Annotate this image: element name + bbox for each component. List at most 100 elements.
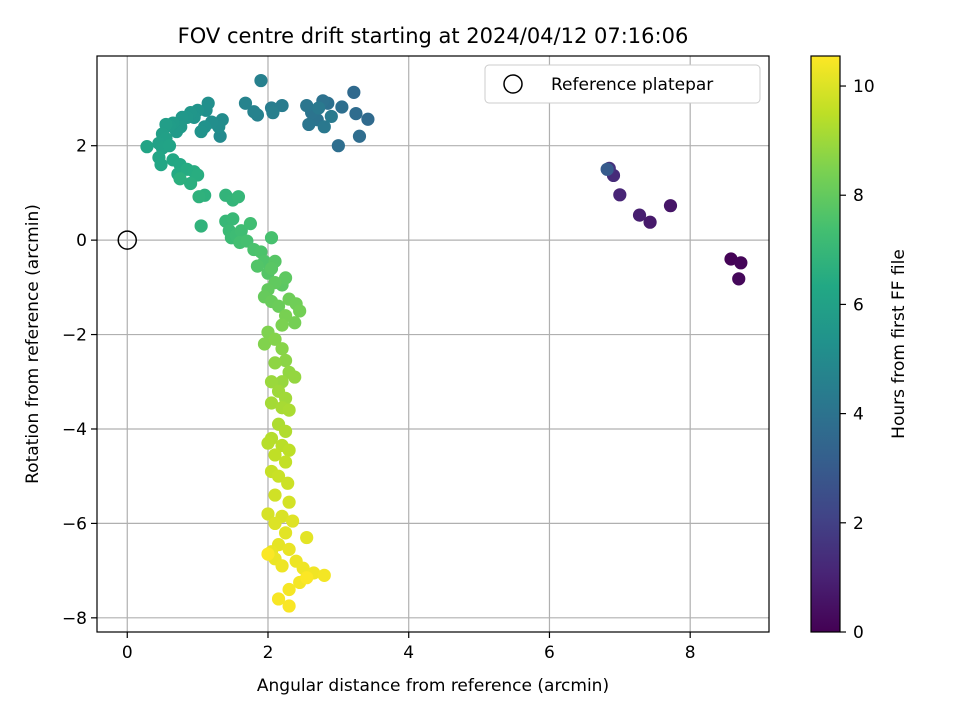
data-point <box>300 571 314 585</box>
data-point <box>600 162 614 176</box>
data-point <box>352 129 367 143</box>
data-point <box>335 100 349 114</box>
scatter-points <box>140 73 748 613</box>
x-axis-label: Angular distance from reference (arcmin) <box>257 676 609 696</box>
data-point <box>282 542 296 556</box>
y-tick-label: 0 <box>76 231 87 251</box>
data-point <box>261 436 275 450</box>
y-tick-label: 2 <box>76 137 87 157</box>
data-point <box>268 332 282 346</box>
y-tick-label: −6 <box>62 514 87 534</box>
data-point <box>300 98 314 113</box>
x-tick-label: 0 <box>122 643 133 663</box>
data-point <box>154 157 168 172</box>
reference-platepar-marker <box>117 230 138 250</box>
data-point <box>288 316 302 330</box>
data-point <box>243 217 257 231</box>
data-point <box>643 215 657 229</box>
chart-title: FOV centre drift starting at 2024/04/12 … <box>178 24 689 48</box>
data-point <box>281 476 295 490</box>
data-point <box>317 568 331 582</box>
data-point <box>234 224 248 238</box>
data-point <box>268 488 282 502</box>
data-point <box>261 507 275 521</box>
data-point <box>254 73 268 88</box>
data-point <box>264 396 279 410</box>
data-point <box>286 514 300 528</box>
data-point <box>226 212 240 226</box>
data-point <box>264 261 279 276</box>
data-point <box>275 98 289 113</box>
data-point <box>275 342 289 356</box>
data-point <box>361 112 375 126</box>
x-axis-ticks: 0 2 4 6 8 <box>122 632 696 663</box>
legend-entry: Reference platepar <box>551 75 713 95</box>
colorbar-tick-label: 4 <box>853 405 864 425</box>
data-point <box>257 337 272 351</box>
data-point <box>734 256 748 270</box>
data-point <box>268 356 282 370</box>
data-point <box>250 259 265 273</box>
data-point <box>194 219 208 233</box>
data-point <box>264 231 279 245</box>
data-point <box>261 547 275 561</box>
legend: Reference platepar <box>484 64 761 104</box>
data-point <box>312 101 326 115</box>
data-point <box>264 375 279 389</box>
data-point <box>288 370 302 384</box>
data-point <box>268 516 282 531</box>
data-point <box>192 190 206 204</box>
data-point <box>278 353 293 368</box>
data-point <box>183 176 198 191</box>
data-point <box>275 559 289 573</box>
data-point <box>347 85 361 99</box>
colorbar-tick-label: 0 <box>853 623 864 643</box>
data-point <box>632 208 647 222</box>
y-tick-label: −4 <box>62 420 87 440</box>
data-point <box>278 455 293 469</box>
colorbar-gradient <box>810 55 841 633</box>
y-tick-label: −8 <box>62 609 87 629</box>
data-point <box>349 107 363 121</box>
data-point <box>173 172 187 186</box>
data-point <box>732 272 746 286</box>
colorbar-label: Hours from first FF file <box>889 249 909 439</box>
data-point <box>162 139 177 153</box>
data-point <box>282 582 296 597</box>
data-point <box>282 403 296 417</box>
data-point <box>271 469 286 483</box>
data-point <box>293 304 307 318</box>
colorbar: 0 2 4 6 8 10 Hours from first FF file <box>810 55 909 643</box>
data-point <box>278 424 293 438</box>
x-tick-label: 8 <box>685 643 696 663</box>
data-point <box>282 443 296 457</box>
colorbar-tick-label: 6 <box>853 295 864 315</box>
data-point <box>268 448 282 462</box>
grid <box>97 56 769 632</box>
legend-box <box>484 64 761 104</box>
data-point <box>282 495 296 509</box>
colorbar-tick-label: 2 <box>853 514 864 534</box>
x-tick-label: 6 <box>544 643 555 663</box>
data-point <box>271 299 286 313</box>
y-tick-label: −2 <box>62 326 87 346</box>
data-point <box>300 530 314 545</box>
x-tick-label: 2 <box>263 643 274 663</box>
x-tick-label: 4 <box>403 643 414 663</box>
y-axis-ticks: 2 0 −2 −4 −6 −8 <box>62 137 97 629</box>
data-point <box>324 109 338 124</box>
data-point <box>194 124 208 139</box>
data-point <box>282 599 296 613</box>
colorbar-tick-label: 10 <box>853 77 875 97</box>
data-point <box>331 139 345 153</box>
legend-marker-icon <box>503 74 523 94</box>
colorbar-tick-label: 8 <box>853 186 864 206</box>
y-axis-label: Rotation from reference (arcmin) <box>23 204 43 484</box>
data-point <box>663 199 678 213</box>
data-point <box>247 105 261 119</box>
data-point <box>302 117 316 132</box>
colorbar-ticks: 0 2 4 6 8 10 <box>840 77 875 643</box>
data-point <box>238 96 253 110</box>
data-point <box>140 140 154 154</box>
